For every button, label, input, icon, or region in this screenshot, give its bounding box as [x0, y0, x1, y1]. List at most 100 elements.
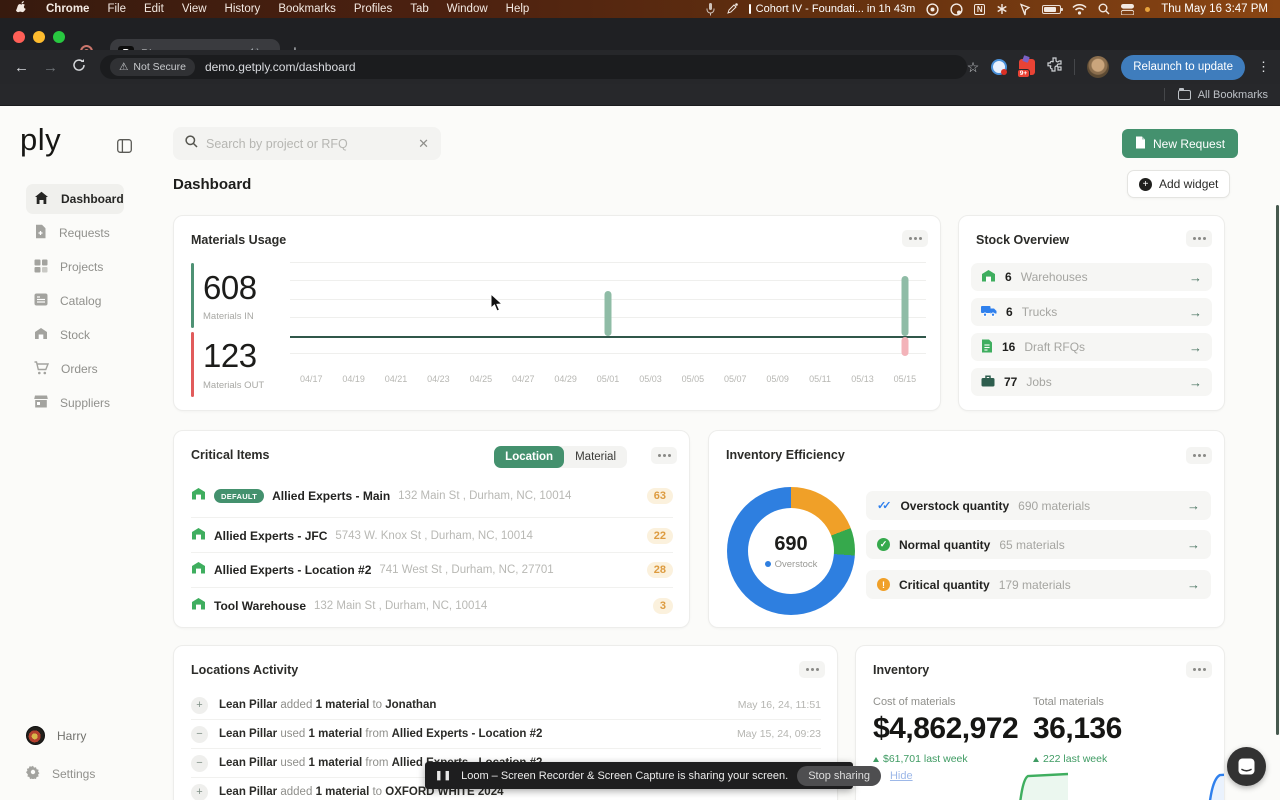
menu-chrome[interactable]: Chrome [46, 3, 90, 15]
chat-widget-button[interactable] [1227, 747, 1266, 786]
menu-help[interactable]: Help [505, 3, 530, 15]
sidebar-item-settings[interactable]: Settings [26, 765, 95, 782]
sidebar-item-orders[interactable]: Orders [26, 354, 124, 384]
briefcase-icon [981, 374, 995, 390]
close-window-button[interactable] [13, 31, 25, 43]
record-menu-icon[interactable] [950, 2, 963, 16]
menu-bookmarks[interactable]: Bookmarks [278, 3, 336, 15]
search-clear-icon[interactable]: ✕ [418, 135, 429, 151]
ellipsis-menu-icon[interactable] [1186, 661, 1212, 678]
pen-icon[interactable] [726, 3, 738, 15]
warehouse-icon [191, 561, 206, 579]
arrow-right-icon: → [1189, 269, 1202, 285]
card-title: Materials Usage [191, 233, 287, 247]
stat-rule-in [191, 263, 194, 328]
loom-menu-icon[interactable] [926, 2, 939, 16]
card-title: Stock Overview [976, 233, 1070, 247]
relaunch-to-update-button[interactable]: Relaunch to update [1121, 54, 1245, 80]
mouse-cursor [490, 292, 504, 317]
menu-profiles[interactable]: Profiles [353, 3, 393, 15]
stock-row-trucks[interactable]: 6 Trucks → [971, 298, 1212, 326]
stop-sharing-button[interactable]: Stop sharing [797, 765, 881, 786]
ellipsis-menu-icon[interactable] [799, 661, 825, 678]
sidebar-item-requests[interactable]: Requests [26, 218, 124, 248]
sidebar-user[interactable]: Harry [26, 726, 95, 745]
all-bookmarks-button[interactable]: All Bookmarks [1197, 88, 1268, 101]
url-text[interactable]: demo.getply.com/dashboard [204, 60, 356, 74]
spotlight-search-icon[interactable] [1098, 3, 1110, 15]
chrome-menu-icon[interactable]: ⋮ [1257, 59, 1270, 74]
sidebar-item-suppliers[interactable]: Suppliers [26, 388, 124, 418]
extension-icon[interactable] [991, 59, 1008, 75]
search-input[interactable] [206, 136, 411, 151]
menu-view[interactable]: View [181, 3, 207, 15]
menu-history[interactable]: History [224, 3, 261, 15]
menu-edit[interactable]: Edit [143, 3, 164, 15]
sidebar-item-catalog[interactable]: Catalog [26, 286, 124, 316]
search-icon [185, 134, 198, 153]
macos-menu-bar: Chrome File Edit View History Bookmarks … [0, 0, 1280, 18]
sidebar-collapse-icon[interactable] [117, 139, 132, 158]
toolbar-divider [1074, 59, 1076, 75]
stock-row-warehouses[interactable]: 6 Warehouses → [971, 263, 1212, 291]
menubar-clock[interactable]: Thu May 16 3:47 PM [1161, 3, 1268, 15]
total-materials-stat: Total materials 36,136 222 last week [1033, 696, 1122, 765]
address-bar[interactable]: ⚠ Not Secure demo.getply.com/dashboard [100, 55, 967, 79]
menu-window[interactable]: Window [446, 3, 488, 15]
apple-icon[interactable] [15, 1, 27, 17]
bookmark-star-icon[interactable]: ☆ [966, 58, 980, 75]
extensions-puzzle-icon[interactable] [1047, 57, 1062, 77]
critical-item-row[interactable]: Tool Warehouse 132 Main St , Durham, NC,… [191, 589, 673, 623]
control-center-icon[interactable] [1121, 3, 1135, 15]
gear-icon [26, 765, 40, 782]
extension-icon-badged[interactable]: 9+ [1017, 59, 1036, 78]
minimize-window-button[interactable] [33, 31, 45, 43]
menu-tab[interactable]: Tab [410, 3, 429, 15]
microphone-icon[interactable] [706, 2, 715, 16]
critical-item-row[interactable]: DEFAULT Allied Experts - Main 132 Main S… [191, 479, 673, 513]
ellipsis-menu-icon[interactable] [1186, 447, 1212, 464]
ellipsis-menu-icon[interactable] [902, 230, 928, 247]
sidebar-item-stock[interactable]: Stock [26, 320, 124, 350]
cost-of-materials-stat: Cost of materials $4,862,972 $61,701 las… [873, 696, 1019, 765]
tab-material[interactable]: Material [575, 451, 616, 463]
critical-quantity-row[interactable]: ! Critical quantity 179 materials → [866, 570, 1211, 599]
activity-row[interactable]: + Lean Pillar added 1 material to Jonath… [191, 693, 821, 717]
add-widget-button[interactable]: + Add widget [1127, 170, 1231, 198]
sidebar-item-dashboard[interactable]: Dashboard [26, 184, 124, 214]
shape-menu-icon[interactable] [1019, 2, 1031, 16]
ellipsis-menu-icon[interactable] [1186, 230, 1212, 247]
stock-row-draft-rfqs[interactable]: 16 Draft RFQs → [971, 333, 1212, 361]
zoom-window-button[interactable] [53, 31, 65, 43]
calendar-timer-status[interactable]: Cohort IV - Foundati... in 1h 43m [748, 3, 915, 15]
plus-circle-icon: + [191, 783, 208, 800]
wifi-icon[interactable] [1072, 3, 1087, 15]
hide-button[interactable]: Hide [889, 769, 913, 782]
activity-date: May 16, 24, 11:51 [737, 699, 821, 711]
ply-app: ply Dashboard Requests Projects [0, 106, 1280, 800]
forward-button[interactable]: → [43, 58, 58, 76]
ellipsis-menu-icon[interactable] [651, 447, 677, 464]
asterisk-icon[interactable] [996, 3, 1008, 15]
sidebar-item-projects[interactable]: Projects [26, 252, 124, 282]
new-request-button[interactable]: New Request [1122, 129, 1239, 158]
critical-item-row[interactable]: Allied Experts - JFC 5743 W. Knox St , D… [191, 519, 673, 553]
critical-item-row[interactable]: Allied Experts - Location #2 741 West St… [191, 553, 673, 587]
overstock-quantity-row[interactable]: ✓✓ Overstock quantity 690 materials → [866, 491, 1211, 520]
normal-quantity-row[interactable]: ✓ Normal quantity 65 materials → [866, 530, 1211, 559]
notion-icon[interactable]: N [974, 3, 986, 15]
reload-button[interactable] [72, 58, 86, 76]
stock-row-jobs[interactable]: 77 Jobs → [971, 368, 1212, 396]
back-button[interactable]: ← [14, 58, 29, 76]
user-name: Harry [57, 728, 87, 743]
menu-file[interactable]: File [107, 3, 126, 15]
pause-icon[interactable]: ❚❚ [435, 770, 453, 780]
page-title: Dashboard [173, 176, 252, 193]
not-secure-chip[interactable]: ⚠ Not Secure [110, 58, 195, 76]
global-search[interactable]: ✕ [173, 127, 441, 160]
tab-location[interactable]: Location [494, 446, 565, 468]
page-scrollbar[interactable] [1276, 205, 1279, 735]
activity-row[interactable]: + Lean Pillar added 1 material to OXFORD… [191, 780, 821, 800]
profile-avatar[interactable] [1087, 56, 1110, 78]
activity-row[interactable]: − Lean Pillar used 1 material from Allie… [191, 722, 821, 746]
